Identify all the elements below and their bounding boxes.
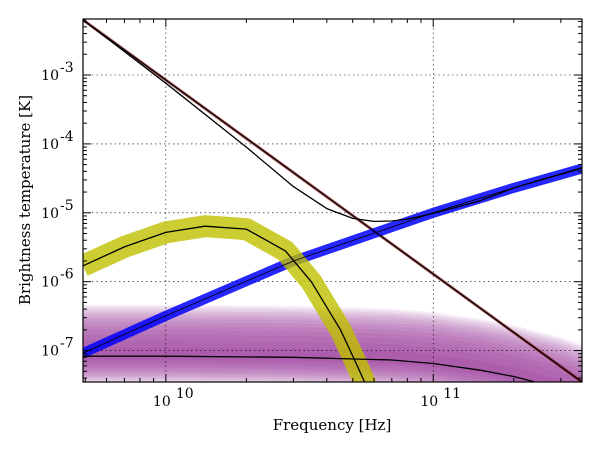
- purple-band-layer: [83, 308, 582, 382]
- series-line: [83, 225, 366, 382]
- y-tick-label: 10: [41, 275, 59, 291]
- x-tick-exponent: 10: [176, 386, 194, 402]
- purple-band-layer: [83, 304, 582, 382]
- x-tick-labels: 10 10 10 11: [153, 386, 461, 410]
- series-line: [83, 19, 582, 223]
- y-tick-exponent: -7: [60, 336, 74, 352]
- y-tick-exponent: -4: [60, 129, 74, 145]
- y-tick-labels: 10-710-610-510-410-3: [41, 60, 74, 360]
- y-tick-exponent: -6: [60, 267, 74, 283]
- x-tick-exponent: 11: [443, 386, 461, 402]
- purple-band-layer: [83, 340, 582, 382]
- x-tick-label: 10: [153, 394, 171, 410]
- y-tick-exponent: -3: [60, 60, 74, 76]
- series-lines: [83, 19, 582, 382]
- y-axis-label: Brightness temperature [K]: [16, 95, 34, 305]
- x-axis-label: Frequency [Hz]: [273, 416, 392, 434]
- ticks: [83, 19, 582, 382]
- purple-band-layer: [83, 330, 582, 382]
- purple-band-layer: [83, 313, 582, 382]
- y-tick-label: 10: [41, 206, 59, 222]
- series-line: [83, 355, 538, 382]
- y-tick-label: 10: [41, 68, 59, 84]
- plot-frame: [82, 18, 583, 383]
- y-tick-exponent: -5: [60, 198, 74, 214]
- grid: [83, 19, 582, 382]
- y-tick-label: 10: [41, 137, 59, 153]
- x-tick-label: 10: [420, 394, 438, 410]
- purple-band-layer: [83, 306, 582, 382]
- purple-band-layer: [83, 316, 582, 382]
- purple-band-layer: [83, 325, 582, 382]
- purple-band-layer: [83, 311, 582, 382]
- series-line: [83, 19, 582, 382]
- y-tick-label: 10: [41, 344, 59, 360]
